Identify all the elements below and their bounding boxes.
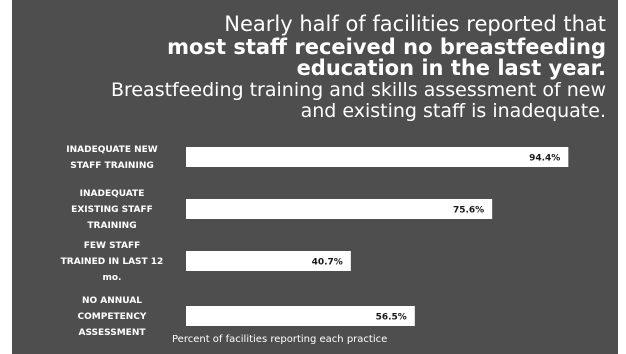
bar-1 <box>186 147 569 167</box>
headline-line-2: most staff received no breastfeeding <box>167 35 606 59</box>
bar-value-label-1: 94.4% <box>529 154 560 164</box>
headline-line-3: education in the last year. <box>296 56 606 80</box>
category-label-4-line-1: NO ANNUAL <box>82 296 142 306</box>
category-label-3-line-2: TRAINED IN LAST 12 <box>61 257 164 267</box>
category-label-1-line-1: INADEQUATE NEW <box>66 145 158 155</box>
bar-2 <box>186 199 493 219</box>
category-label-2-line-2: EXISTING STAFF <box>71 205 153 215</box>
bar-value-label-2: 75.6% <box>453 206 484 216</box>
headline-line-5: and existing staff is inadequate. <box>300 100 606 122</box>
x-axis-label: Percent of facilities reporting each pra… <box>172 334 388 345</box>
category-label-2-line-1: INADEQUATE <box>80 189 145 199</box>
bar-3 <box>186 251 351 271</box>
category-label-3-line-3: mo. <box>103 273 122 283</box>
bar-value-label-3: 40.7% <box>312 258 343 268</box>
category-label-3-line-1: FEW STAFF <box>84 241 141 251</box>
bar-value-label-4: 56.5% <box>376 313 407 323</box>
category-label-4-line-2: COMPETENCY <box>78 312 147 322</box>
category-label-2-line-3: TRAINING <box>87 221 136 231</box>
category-label-4-line-3: ASSESSMENT <box>78 328 146 338</box>
headline-line-4: Breastfeeding training and skills assess… <box>110 79 606 101</box>
bar-4 <box>186 306 415 326</box>
category-label-1-line-2: STAFF TRAINING <box>70 161 154 171</box>
chart-panel <box>12 0 618 354</box>
headline-line-1: Nearly half of facilities reported that <box>224 12 606 36</box>
